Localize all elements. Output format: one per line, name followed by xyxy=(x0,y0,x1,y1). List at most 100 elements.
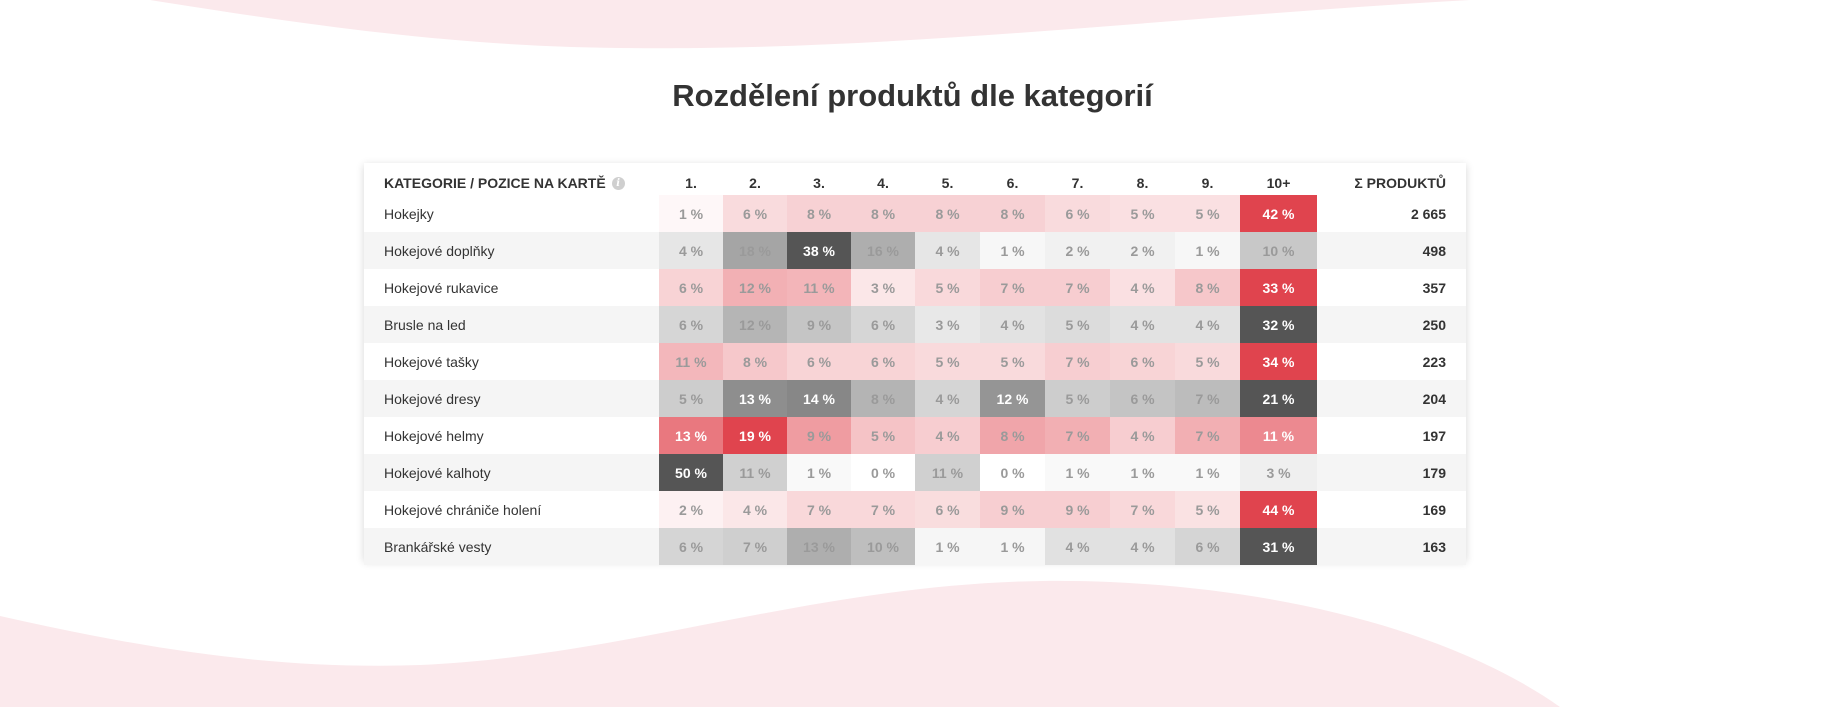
percentage-cell: 7 % xyxy=(980,269,1045,306)
table-row: Brusle na led 6 % 12 % 9 % 6 % 3 % 4 % 5 % 4 % 4 … xyxy=(364,306,1466,343)
percentage-cell: 8 % xyxy=(851,195,915,232)
percentage-cell: 13 % xyxy=(787,528,851,565)
category-name: Hokejky xyxy=(384,205,434,222)
total-products-value: 498 xyxy=(1317,232,1466,269)
percentage-cell: 1 % xyxy=(1045,454,1110,491)
percentage-cell: 5 % xyxy=(1110,195,1175,232)
percentage-cell: 3 % xyxy=(915,306,980,343)
position-header: 1. xyxy=(685,175,697,191)
table-row: Hokejové doplňky 4 % 18 % 38 % 16 % 4 % 1 % 2 %… xyxy=(364,232,1466,269)
percentage-cell: 4 % xyxy=(915,417,980,454)
percentage-cell: 7 % xyxy=(787,491,851,528)
percentage-cell: 2 % xyxy=(659,491,723,528)
percentage-cell: 1 % xyxy=(980,528,1045,565)
position-header: 6. xyxy=(1006,175,1019,191)
total-products-value: 223 xyxy=(1422,353,1446,370)
percentage-cell: 7 % xyxy=(723,528,787,565)
percentage-cell: 13 % xyxy=(659,417,723,454)
percentage-cell: 8 % xyxy=(851,380,915,417)
percentage-cell: 7 % xyxy=(1045,269,1110,306)
percentage-cell: 2 % xyxy=(1110,232,1175,269)
percentage-cell: 5 % xyxy=(851,417,915,454)
percentage-cell: 5 % xyxy=(659,380,723,417)
percentage-cell: 1 % xyxy=(915,528,980,565)
percentage-cell: 6 % xyxy=(1110,343,1175,380)
percentage-cell: 6 % xyxy=(723,195,787,232)
percentage-cell: 5 % xyxy=(1045,380,1110,417)
total-products-value: 179 xyxy=(1317,454,1466,491)
category-name: Hokejové tašky xyxy=(384,353,479,370)
position-header: 4. xyxy=(877,175,889,191)
percentage-cell: 7 % xyxy=(1110,491,1175,528)
total-products-value: 169 xyxy=(1422,501,1446,518)
percentage-cell: 11 % xyxy=(787,269,851,306)
table-row: Hokejové rukavice 6 % 12 % 11 % 3 % 5 % 7 % 7 %… xyxy=(364,269,1466,306)
total-products-value: 2 665 xyxy=(1410,205,1446,222)
category-name: Hokejové dresy xyxy=(364,380,659,417)
percentage-cell: 6 % xyxy=(1110,380,1175,417)
percentage-cell: 1 % xyxy=(1175,454,1240,491)
table-row: Hokejové kalhoty 50 % 11 % 1 % 0 % 11 % 0 % 1 %… xyxy=(364,454,1466,491)
percentage-cell: 11 % xyxy=(723,454,787,491)
total-products-value: 163 xyxy=(1317,528,1466,565)
total-products-value: 197 xyxy=(1422,427,1446,444)
percentage-cell: 8 % xyxy=(787,195,851,232)
percentage-cell: 10 % xyxy=(851,528,915,565)
percentage-cell: 12 % xyxy=(723,269,787,306)
category-distribution-table: KATEGORIE / POZICE NA KARTĚ i 1. 2. 3. 4.… xyxy=(364,163,1466,565)
percentage-cell: 2 % xyxy=(1045,232,1110,269)
position-header: 2. xyxy=(749,175,761,191)
table-header-row: KATEGORIE / POZICE NA KARTĚ i 1. 2. 3. 4.… xyxy=(364,163,1466,195)
percentage-cell: 9 % xyxy=(787,417,851,454)
position-header: 10+ xyxy=(1266,175,1291,191)
percentage-cell: 10 % xyxy=(1240,232,1317,269)
total-products-value: 250 xyxy=(1317,306,1466,343)
percentage-cell: 1 % xyxy=(1110,454,1175,491)
percentage-cell: 6 % xyxy=(787,343,851,380)
percentage-cell: 9 % xyxy=(787,306,851,343)
position-header: 5. xyxy=(941,175,954,191)
percentage-cell: 4 % xyxy=(1110,528,1175,565)
position-header: 9. xyxy=(1201,175,1214,191)
percentage-cell: 4 % xyxy=(915,380,980,417)
percentage-cell: 4 % xyxy=(1110,269,1175,306)
category-name: Brankářské vesty xyxy=(364,528,659,565)
bottom-wave-decoration xyxy=(0,580,1560,707)
percentage-cell: 13 % xyxy=(723,380,787,417)
percentage-cell: 44 % xyxy=(1240,491,1317,528)
percentage-cell: 7 % xyxy=(1045,417,1110,454)
percentage-cell: 1 % xyxy=(980,232,1045,269)
percentage-cell: 34 % xyxy=(1240,343,1317,380)
percentage-cell: 16 % xyxy=(851,232,915,269)
percentage-cell: 11 % xyxy=(915,454,980,491)
percentage-cell: 8 % xyxy=(1175,269,1240,306)
percentage-cell: 11 % xyxy=(659,343,723,380)
percentage-cell: 11 % xyxy=(1240,417,1317,454)
percentage-cell: 6 % xyxy=(659,269,723,306)
percentage-cell: 4 % xyxy=(659,232,723,269)
percentage-cell: 42 % xyxy=(1240,195,1317,232)
percentage-cell: 1 % xyxy=(659,195,723,232)
percentage-cell: 4 % xyxy=(1045,528,1110,565)
percentage-cell: 5 % xyxy=(915,269,980,306)
percentage-cell: 5 % xyxy=(1175,491,1240,528)
position-header: 8. xyxy=(1136,175,1149,191)
position-header: 7. xyxy=(1071,175,1084,191)
table-row: Brankářské vesty 6 % 7 % 13 % 10 % 1 % 1 % 4 % 4… xyxy=(364,528,1466,565)
info-icon[interactable]: i xyxy=(611,177,625,190)
percentage-cell: 6 % xyxy=(851,343,915,380)
percentage-cell: 14 % xyxy=(787,380,851,417)
table-row: Hokejové dresy 5 % 13 % 14 % 8 % 4 % 12 % 5 % 6 … xyxy=(364,380,1466,417)
percentage-cell: 4 % xyxy=(980,306,1045,343)
percentage-cell: 3 % xyxy=(1240,454,1317,491)
percentage-cell: 0 % xyxy=(980,454,1045,491)
category-name: Hokejové rukavice xyxy=(384,279,499,296)
percentage-cell: 1 % xyxy=(787,454,851,491)
total-products-value: 204 xyxy=(1317,380,1466,417)
percentage-cell: 6 % xyxy=(659,306,723,343)
percentage-cell: 8 % xyxy=(980,195,1045,232)
percentage-cell: 5 % xyxy=(980,343,1045,380)
percentage-cell: 9 % xyxy=(1045,491,1110,528)
percentage-cell: 5 % xyxy=(1175,343,1240,380)
percentage-cell: 7 % xyxy=(851,491,915,528)
